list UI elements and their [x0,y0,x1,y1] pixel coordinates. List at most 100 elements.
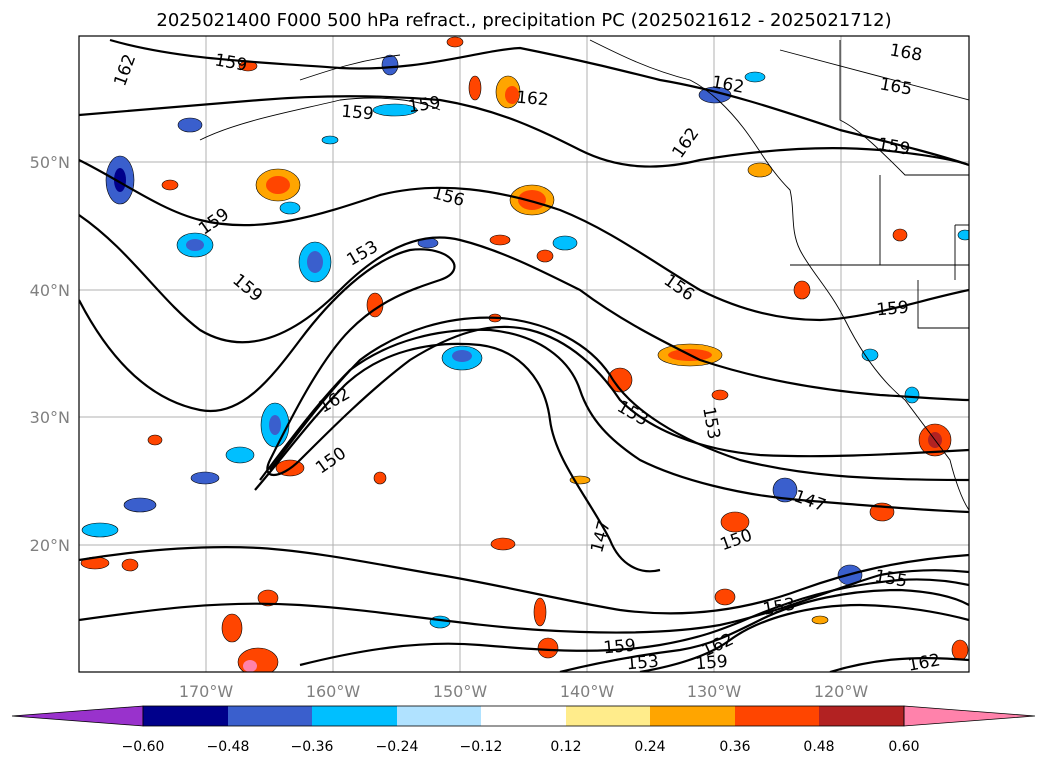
lat-tick-label: 30°N [30,408,70,427]
lat-tick-label: 20°N [30,536,70,555]
contour-label: 159 [695,652,729,675]
colorbar-tick-label: 0.36 [719,739,750,755]
map-plot-area: 162 159 159 159 162 162 162 168 165 159 … [79,36,969,675]
colorbar-tick-label: 0.48 [803,739,834,755]
colorbar-tick-labels: −0.60 −0.48 −0.36 −0.24 −0.12 0.12 0.24 … [122,739,920,755]
positive-anomaly-blob [537,637,559,659]
positive-anomaly-blob [121,558,139,572]
contour-line [79,569,969,634]
negative-anomaly-blob [260,402,290,448]
map-frame [78,35,970,673]
positive-anomaly-blob [490,537,516,551]
colorbar: −0.60 −0.48 −0.36 −0.24 −0.12 0.12 0.24 … [11,705,1036,755]
negative-anomaly-blob [190,471,220,485]
contour-line [559,588,969,672]
colorbar-tick-label: 0.12 [550,739,581,755]
colorbar-segment [143,706,228,726]
positive-anomaly-blob [255,168,301,202]
negative-anomaly-blob [81,522,119,538]
colorbar-segment [819,706,904,726]
negative-anomaly-blob [123,497,157,513]
positive-anomaly-blob [257,589,279,607]
colorbar-tick-label: −0.36 [291,739,334,755]
contour-line [79,248,969,476]
positive-anomaly-blob [489,234,511,246]
positive-anomaly-blob [793,280,811,300]
contour-label: 159 [340,102,374,125]
contour-label: 162 [515,88,549,111]
negative-anomaly-blob [429,615,451,629]
colorbar-segment [312,706,397,726]
positive-anomaly-blob [607,367,633,393]
positive-anomaly-blob [811,615,829,625]
positive-anomaly-blob [161,179,179,191]
contour-line [79,159,969,322]
negative-anomaly-blob [372,103,418,117]
negative-anomaly-blob [176,232,214,258]
negative-anomaly-blob [177,117,203,133]
latitude-tick-labels: 50°N 40°N 30°N 20°N [30,153,70,555]
negative-anomaly-blob [904,386,920,404]
negative-anomaly-blob [441,345,483,371]
negative-anomaly-blob [279,201,301,215]
colorbar-tick-label: −0.12 [460,739,503,755]
positive-anomaly-blob [747,162,773,178]
contour-line [79,95,969,168]
negative-anomaly-blob [772,477,798,503]
positive-anomaly-blob [951,639,969,661]
lon-tick-label: 130°W [687,682,742,701]
positive-anomaly-blob [892,228,908,242]
colorbar-tick-label: 0.24 [634,739,665,755]
positive-anomaly-blob [147,434,163,446]
colorbar-segment [397,706,481,726]
contour-label: 159 [876,298,910,321]
positive-anomaly-blob [720,511,750,533]
lon-tick-label: 170°W [179,682,234,701]
contour-line [829,656,969,672]
colorbar-tick-label: −0.48 [207,739,250,755]
contour-label: 159 [407,93,442,117]
lon-tick-label: 120°W [814,682,869,701]
positive-anomaly-blob [533,597,547,627]
contour-label: 153 [626,652,660,675]
negative-anomaly-blob [957,229,969,241]
positive-anomaly-blob [714,588,736,606]
lat-tick-label: 50°N [30,153,70,172]
coastlines [199,39,969,511]
lon-tick-label: 140°W [560,682,615,701]
colorbar-min-arrow [11,705,144,727]
negative-anomaly-blob [105,155,135,205]
negative-anomaly-blob [552,235,578,251]
colorbar-tick-label: −0.60 [122,739,165,755]
positive-anomaly-blob [711,389,729,401]
colorbar-max-arrow [903,705,1036,727]
colorbar-segment [228,706,312,726]
refractivity-contours [79,38,969,672]
contour-line [79,214,969,402]
longitude-tick-labels: 170°W 160°W 150°W 140°W 130°W 120°W [179,682,869,701]
contour-line [79,546,969,615]
contour-line [299,578,969,667]
positive-anomaly-blob [509,184,555,216]
negative-anomaly-blob [861,348,879,362]
colorbar-segment [481,706,566,726]
negative-anomaly-blob [321,135,339,145]
positive-anomaly-blob [495,75,521,109]
positive-anomaly-blob [536,249,554,263]
lon-tick-label: 160°W [306,682,361,701]
contour-line [109,38,969,167]
lat-tick-label: 40°N [30,281,70,300]
negative-anomaly-blob [744,71,766,83]
negative-anomaly-blob [381,54,399,76]
precipitation-shading [80,36,969,672]
colorbar-segment [650,706,735,726]
colorbar-tick-label: 0.60 [888,739,919,755]
contour-line [254,342,661,573]
negative-anomaly-blob [298,241,332,283]
colorbar-tick-label: −0.24 [376,739,419,755]
contour-label: 159 [603,636,637,659]
colorbar-segment [566,706,650,726]
colorbar-segment [735,706,819,726]
lon-tick-label: 150°W [433,682,488,701]
